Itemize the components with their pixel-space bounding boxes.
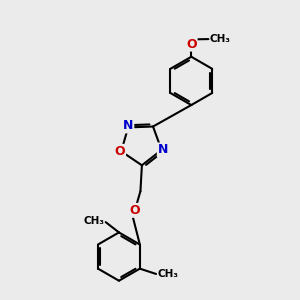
Text: CH₃: CH₃ <box>83 216 104 226</box>
Text: CH₃: CH₃ <box>210 34 231 44</box>
Text: O: O <box>186 38 196 51</box>
Text: N: N <box>123 119 133 132</box>
Text: O: O <box>129 204 140 217</box>
Text: CH₃: CH₃ <box>158 269 178 279</box>
Text: O: O <box>115 145 125 158</box>
Text: N: N <box>158 143 168 157</box>
